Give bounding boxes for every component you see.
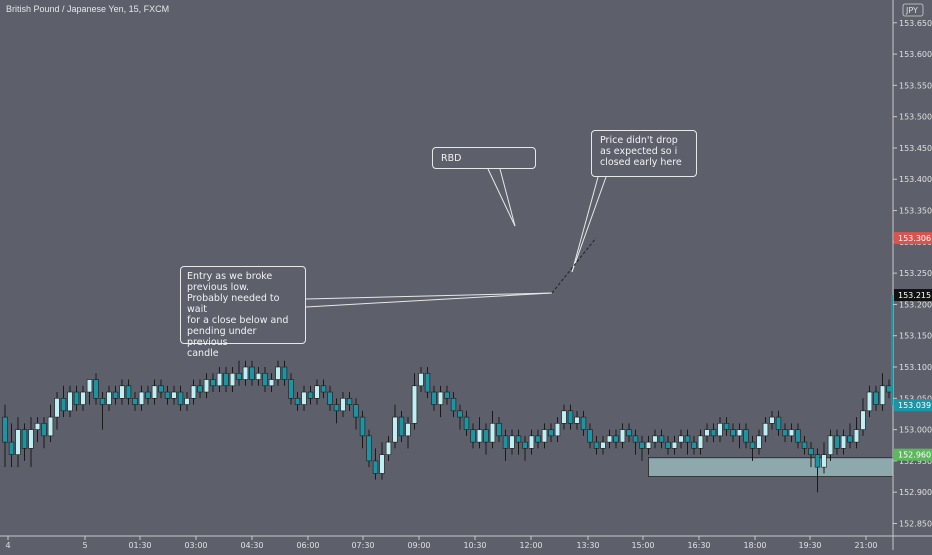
price-tick-label: 153.150: [899, 332, 932, 341]
price-tick-label: 153.400: [899, 175, 932, 184]
time-tick-label: 04:30: [240, 541, 263, 550]
price-label: 152.960: [898, 451, 931, 460]
price-tick-label: 153.500: [899, 113, 932, 122]
time-tick-label: 5: [82, 541, 87, 550]
price-tick-label: 152.850: [899, 519, 932, 528]
symbol-title: British Pound / Japanese Yen, 15, FXCM: [6, 4, 169, 14]
price-tick-label: 152.900: [899, 488, 932, 497]
time-tick-label: 13:30: [576, 541, 599, 550]
time-tick-label: 01:30: [128, 541, 151, 550]
price-tick-label: 153.100: [899, 363, 932, 372]
time-tick-label: 09:00: [407, 541, 430, 550]
price-label: 153.215: [898, 291, 931, 300]
demand-zone[interactable]: [649, 458, 894, 477]
price-note-callout[interactable]: Price didn't drop as expected so i close…: [591, 130, 697, 177]
entry-callout[interactable]: Entry as we broke previous low. Probably…: [180, 266, 306, 344]
price-tick-label: 153.450: [899, 144, 932, 153]
time-tick-label: 07:30: [351, 541, 374, 550]
price-label: 153.306: [898, 234, 931, 243]
price-tick-label: 153.000: [899, 426, 932, 435]
currency-badge[interactable]: JPY: [905, 6, 918, 15]
time-tick-label: 4: [5, 541, 10, 550]
rbd-callout[interactable]: RBD: [432, 147, 536, 169]
time-tick-label: 12:00: [519, 541, 542, 550]
time-tick-label: 18:00: [743, 541, 766, 550]
time-tick-label: 03:00: [184, 541, 207, 550]
price-tick-label: 153.550: [899, 81, 932, 90]
price-label: 153.039: [898, 401, 931, 410]
price-tick-label: 153.200: [899, 300, 932, 309]
time-tick-label: 19:30: [798, 541, 821, 550]
price-tick-label: 153.600: [899, 50, 932, 59]
price-tick-label: 153.250: [899, 269, 932, 278]
price-tick-label: 153.650: [899, 19, 932, 28]
time-tick-label: 15:00: [631, 541, 654, 550]
time-tick-label: 06:00: [296, 541, 319, 550]
time-tick-label: 16:30: [687, 541, 710, 550]
time-tick-label: 21:00: [854, 541, 877, 550]
time-tick-label: 10:30: [463, 541, 486, 550]
price-tick-label: 153.350: [899, 207, 932, 216]
